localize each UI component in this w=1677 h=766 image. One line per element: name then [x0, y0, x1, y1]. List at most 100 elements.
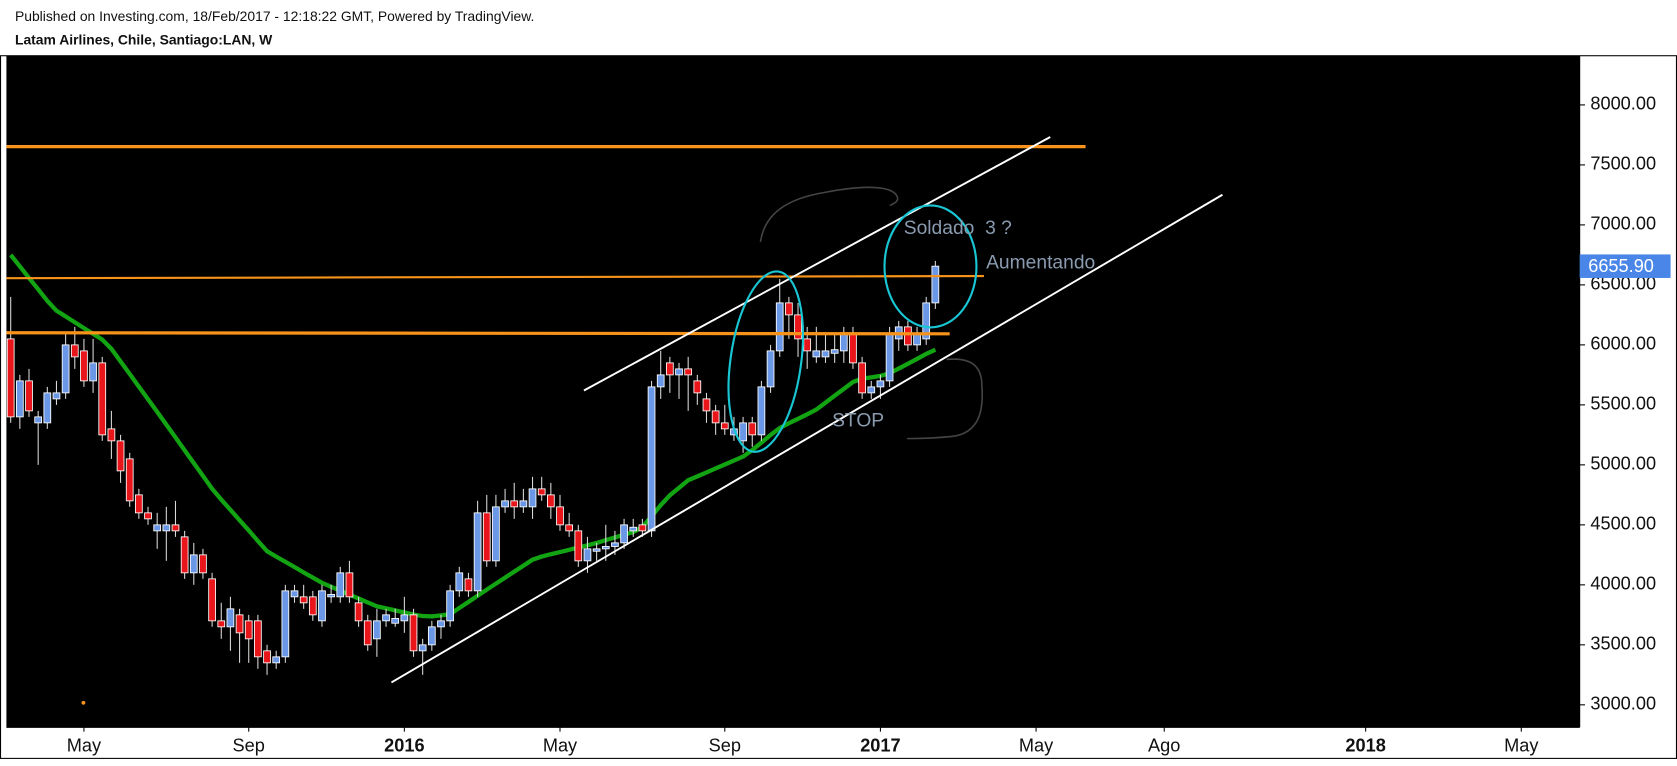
candle-body — [720, 422, 729, 430]
candle-body — [189, 554, 198, 574]
candle-body — [931, 265, 940, 304]
x-tick-label: May — [1504, 735, 1539, 755]
candle-body — [574, 530, 583, 562]
candle-body — [803, 338, 812, 352]
candle-body — [601, 546, 610, 550]
candle-body — [537, 488, 546, 496]
x-tick-label: 2017 — [860, 735, 900, 755]
candle-body — [702, 398, 711, 412]
candle-body — [281, 590, 290, 658]
candle-body — [25, 380, 33, 412]
candle-body — [638, 524, 647, 532]
candle-body — [162, 524, 171, 532]
candle-body — [199, 554, 207, 574]
candle-body — [299, 596, 308, 604]
dot — [81, 700, 86, 705]
candle-body — [711, 410, 720, 424]
candle-body — [684, 368, 693, 376]
candle-body — [546, 494, 555, 508]
candle-body — [666, 362, 674, 376]
support-line — [6, 331, 950, 336]
candle-body — [15, 380, 24, 418]
candle-body — [180, 536, 189, 574]
symbol-title: Latam Airlines, Chile, Santiago:LAN, W — [15, 31, 273, 47]
candle-body — [766, 350, 775, 388]
candle-body — [757, 386, 766, 436]
y-tick-label: 4000.00 — [1590, 574, 1656, 594]
annotation: Soldado 3 ? — [904, 218, 1012, 239]
candle-body — [876, 380, 885, 388]
candle-body — [830, 349, 839, 354]
candle-body — [116, 440, 125, 472]
candle-body — [867, 386, 876, 394]
candle-body — [89, 362, 97, 382]
x-tick-label: Sep — [709, 735, 741, 755]
highlight-ellipse — [883, 204, 978, 329]
candle-body — [510, 500, 519, 508]
candle-body — [675, 368, 683, 376]
last-price-label: 6655.90 — [1588, 256, 1654, 276]
candle-body — [409, 614, 418, 652]
candle-body — [400, 614, 409, 622]
x-tick-label: May — [67, 735, 102, 755]
candle-body — [363, 620, 372, 646]
frame — [0, 55, 1677, 759]
y-tick-label: 6000.00 — [1590, 334, 1656, 354]
candle-body — [482, 512, 491, 562]
candle-body — [61, 344, 70, 394]
candle-body — [290, 590, 299, 598]
y-tick-label: 6500.00 — [1590, 274, 1656, 294]
candle-body — [391, 618, 400, 624]
candle-body — [208, 578, 216, 622]
channel-line — [390, 193, 1223, 684]
last-price-marker — [1579, 254, 1671, 278]
candle-body — [556, 506, 564, 526]
candle-body — [244, 620, 253, 640]
resistance-line — [6, 274, 984, 280]
channel-line — [583, 136, 1051, 392]
candle-body — [775, 302, 784, 352]
candle-body — [336, 572, 345, 598]
freehand-stroke — [906, 358, 984, 440]
candle-body — [235, 614, 244, 634]
candle-body — [528, 488, 537, 508]
candle-body — [254, 620, 262, 658]
candle-body — [455, 572, 464, 592]
candle-body — [98, 362, 107, 436]
x-tick-label: Ago — [1148, 735, 1180, 755]
candle-body — [427, 626, 436, 646]
candle-body — [226, 608, 235, 628]
candle-body — [592, 548, 601, 552]
drawings: Soldado 3 ? Aumentando STOP — [6, 136, 1223, 705]
x-tick-label: May — [1019, 735, 1054, 755]
candle-body — [70, 344, 79, 358]
y-tick-label: 3000.00 — [1590, 694, 1656, 714]
candle-body — [153, 524, 162, 532]
candle-body — [373, 620, 381, 640]
candle-body — [519, 500, 528, 508]
candle-body — [263, 650, 271, 664]
candle-body — [318, 590, 326, 622]
candle-body — [437, 620, 445, 628]
candle-body — [308, 596, 317, 616]
candle-body — [611, 542, 619, 547]
candle-body — [693, 380, 702, 394]
candle-body — [785, 302, 793, 316]
candle-body — [217, 620, 226, 628]
y-tick-label: 7500.00 — [1590, 154, 1656, 174]
freehand-stroke — [759, 186, 899, 242]
candle-body — [144, 512, 152, 520]
candle-body — [473, 512, 482, 592]
candle-body — [858, 362, 866, 394]
published-note: Published on Investing.com, 18/Feb/2017 … — [15, 8, 534, 24]
candle-body — [629, 526, 638, 532]
candle-body — [904, 326, 912, 346]
candle-body — [492, 506, 500, 562]
candle-body — [135, 494, 143, 514]
candle-body — [620, 524, 628, 544]
candle-body — [849, 332, 857, 364]
candle-body — [80, 350, 88, 382]
candle-body — [107, 428, 116, 442]
